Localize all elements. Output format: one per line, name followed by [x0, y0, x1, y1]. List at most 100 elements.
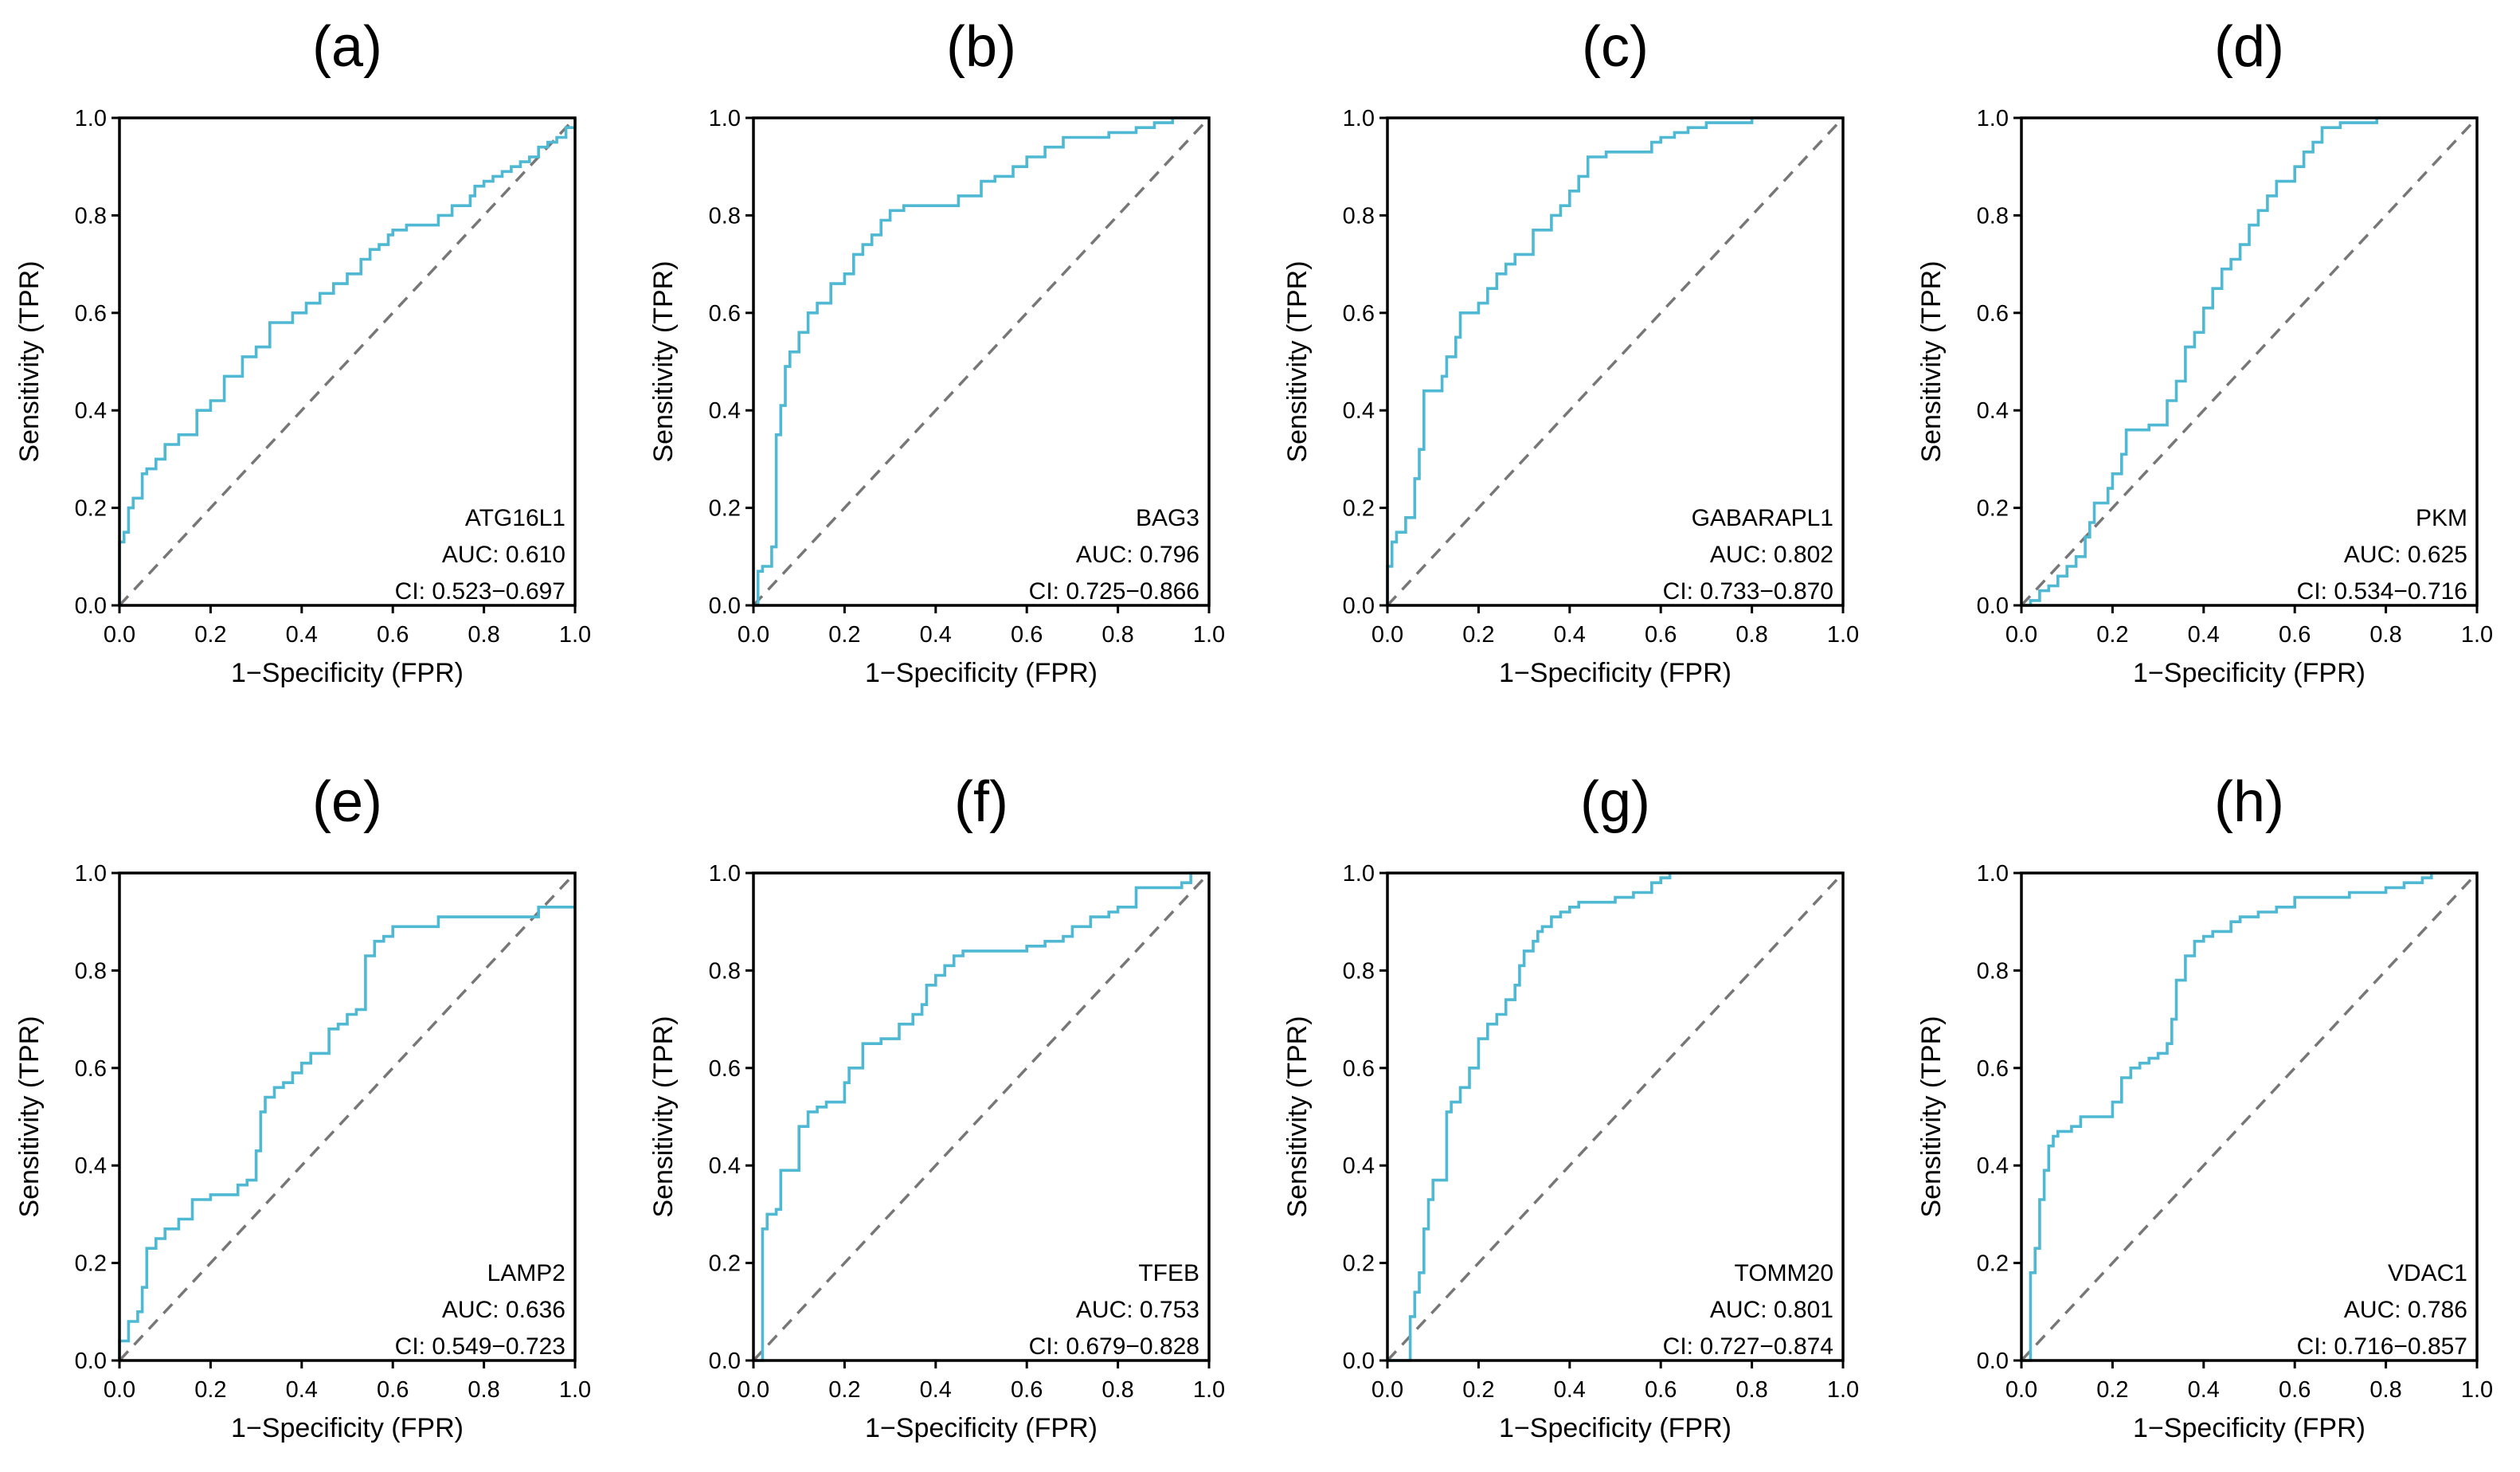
- ci-label: CI: 0.549−0.723: [395, 1333, 565, 1360]
- ci-label: CI: 0.534−0.716: [2297, 578, 2467, 605]
- x-tick-label: 0.0: [1372, 1377, 1403, 1403]
- roc-panel-4: (d) 0.0 0.0 0.2 0.2 0.4 0.4 0.6 0.6 0.8 0.8 1.0 1.0 1…: [1916, 15, 2493, 688]
- y-tick-label: 0.4: [1977, 398, 2009, 424]
- y-tick-label: 0.0: [709, 593, 741, 619]
- x-tick-label: 0.6: [1645, 622, 1677, 648]
- y-tick-label: 0.8: [1343, 958, 1375, 984]
- y-axis-label: Sensitivity (TPR): [1282, 1016, 1313, 1217]
- plot-frame: [752, 116, 1211, 607]
- ci-label: CI: 0.679−0.828: [1029, 1333, 1199, 1360]
- y-tick-label: 0.4: [1977, 1153, 2009, 1179]
- x-tick-label: 0.4: [920, 1377, 952, 1403]
- x-tick-label: 0.6: [1011, 622, 1043, 648]
- y-tick-label: 1.0: [1977, 106, 2009, 131]
- x-tick-label: 0.2: [2096, 1377, 2128, 1403]
- x-tick-label: 1.0: [1827, 1377, 1859, 1403]
- y-tick-label: 0.0: [1977, 1349, 2009, 1374]
- ci-label: CI: 0.727−0.874: [1663, 1333, 1833, 1360]
- y-tick-label: 0.2: [75, 496, 107, 522]
- y-tick-label: 0.6: [1343, 1056, 1375, 1082]
- y-tick-label: 0.8: [709, 203, 741, 229]
- x-axis-label: 1−Specificity (FPR): [231, 658, 464, 688]
- roc-curve-line: [753, 116, 1209, 607]
- x-tick-label: 1.0: [2461, 622, 2493, 648]
- y-tick-label: 0.0: [75, 593, 107, 619]
- y-tick-label: 0.6: [1977, 1056, 2009, 1082]
- y-tick-label: 0.2: [1343, 496, 1375, 522]
- x-tick-label: 0.8: [468, 622, 499, 648]
- panel-letter: (e): [312, 770, 382, 834]
- x-axis-label: 1−Specificity (FPR): [2133, 658, 2365, 688]
- y-tick-label: 0.8: [1977, 958, 2009, 984]
- plot-frame: [752, 871, 1211, 1362]
- gene-name-label: ATG16L1: [465, 505, 565, 531]
- x-tick-label: 0.4: [286, 1377, 318, 1403]
- y-tick-label: 1.0: [75, 861, 107, 887]
- y-tick-label: 0.4: [1343, 398, 1375, 424]
- y-tick-label: 0.6: [1977, 301, 2009, 327]
- gene-name-label: TFEB: [1138, 1260, 1199, 1286]
- y-tick-label: 0.0: [1343, 1349, 1375, 1374]
- chance-diagonal-line: [752, 116, 1211, 607]
- y-tick-label: 0.8: [75, 958, 107, 984]
- gene-name-label: PKM: [2416, 505, 2467, 531]
- x-tick-label: 0.6: [377, 622, 409, 648]
- y-tick-label: 0.8: [709, 958, 741, 984]
- y-tick-label: 1.0: [75, 106, 107, 131]
- roc-panel-3: (c) 0.0 0.0 0.2 0.2 0.4 0.4 0.6 0.6 0.8 0.8 1.0 1.0 1…: [1282, 15, 1859, 688]
- plot-frame: [2020, 871, 2479, 1362]
- panel-letter: (b): [946, 15, 1016, 79]
- x-tick-label: 0.4: [286, 622, 318, 648]
- x-tick-label: 0.0: [738, 1377, 769, 1403]
- x-tick-label: 1.0: [559, 622, 591, 648]
- panel-letter: (h): [2214, 770, 2284, 834]
- roc-panel-7: (g) 0.0 0.0 0.2 0.2 0.4 0.4 0.6 0.6 0.8 0.8 1.0 1.0 1…: [1282, 770, 1859, 1443]
- x-tick-label: 1.0: [559, 1377, 591, 1403]
- x-tick-label: 1.0: [1193, 1377, 1225, 1403]
- x-tick-label: 0.6: [377, 1377, 409, 1403]
- x-tick-label: 0.8: [1102, 1377, 1133, 1403]
- x-tick-label: 0.6: [1645, 1377, 1677, 1403]
- chance-diagonal-line: [752, 871, 1211, 1362]
- x-tick-label: 0.8: [2369, 1377, 2401, 1403]
- roc-curve-line: [118, 906, 575, 1360]
- y-tick-label: 0.2: [1343, 1251, 1375, 1277]
- y-tick-label: 0.6: [75, 301, 107, 327]
- panel-letter: (d): [2214, 15, 2284, 79]
- y-tick-label: 0.4: [709, 1153, 741, 1179]
- x-tick-label: 0.4: [1554, 1377, 1586, 1403]
- auc-label: AUC: 0.625: [2344, 542, 2467, 568]
- x-tick-label: 0.0: [2005, 622, 2037, 648]
- x-tick-label: 0.0: [2005, 1377, 2037, 1403]
- x-tick-label: 0.4: [920, 622, 952, 648]
- chance-diagonal-line: [118, 116, 577, 607]
- gene-name-label: LAMP2: [487, 1260, 565, 1286]
- y-axis-label: Sensitivity (TPR): [1916, 1016, 1947, 1217]
- y-tick-label: 0.4: [1343, 1153, 1375, 1179]
- chance-diagonal-line: [1386, 871, 1845, 1362]
- y-tick-label: 0.6: [75, 1056, 107, 1082]
- auc-label: AUC: 0.801: [1710, 1297, 1833, 1323]
- roc-curve-line: [2021, 116, 2477, 607]
- x-tick-label: 0.2: [194, 1377, 226, 1403]
- plot-frame: [1386, 116, 1845, 607]
- chance-diagonal-line: [2020, 871, 2479, 1362]
- y-axis-label: Sensitivity (TPR): [1282, 260, 1313, 462]
- y-tick-label: 0.2: [1977, 1251, 2009, 1277]
- auc-label: AUC: 0.753: [1076, 1297, 1199, 1323]
- x-tick-label: 0.2: [2096, 622, 2128, 648]
- y-tick-label: 0.6: [709, 1056, 741, 1082]
- auc-label: AUC: 0.636: [442, 1297, 565, 1323]
- x-tick-label: 0.0: [1372, 622, 1403, 648]
- x-tick-label: 1.0: [1193, 622, 1225, 648]
- roc-panel-8: (h) 0.0 0.0 0.2 0.2 0.4 0.4 0.6 0.6 0.8 0.8 1.0 1.0 1…: [1916, 770, 2493, 1443]
- y-tick-label: 0.6: [1343, 301, 1375, 327]
- chance-diagonal-line: [118, 871, 577, 1362]
- x-tick-label: 0.6: [2279, 622, 2311, 648]
- x-tick-label: 0.2: [1462, 1377, 1494, 1403]
- y-axis-label: Sensitivity (TPR): [648, 260, 679, 462]
- y-tick-label: 0.8: [1977, 203, 2009, 229]
- y-tick-label: 0.6: [709, 301, 741, 327]
- roc-panel-2: (b) 0.0 0.0 0.2 0.2 0.4 0.4 0.6 0.6 0.8 0.8 1.0 1.0 1…: [648, 15, 1225, 688]
- plot-frame: [118, 116, 577, 607]
